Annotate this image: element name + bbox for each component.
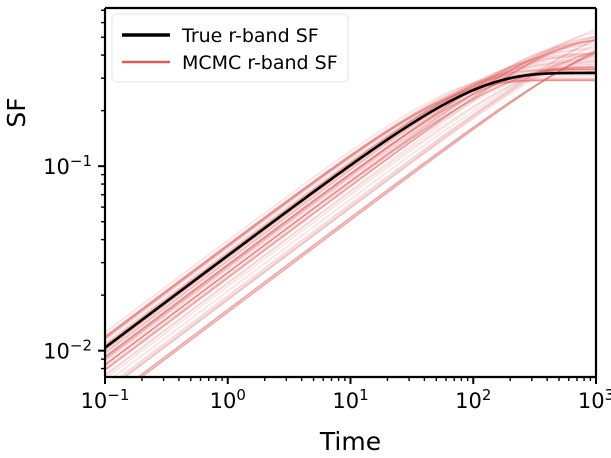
mcmc-sample-curve xyxy=(105,53,596,352)
mcmc-sample-curve xyxy=(105,41,596,363)
y-tick-label: 10−2 xyxy=(43,337,92,364)
mcmc-sample-curve xyxy=(105,73,596,334)
mcmc-sample-curve xyxy=(123,44,596,377)
legend-frame xyxy=(111,13,349,83)
mcmc-sample-curve xyxy=(105,59,596,355)
x-tick-label: 101 xyxy=(332,386,368,413)
mcmc-sample-curve xyxy=(105,48,596,354)
mcmc-sample-curve xyxy=(105,67,596,346)
y-axis-title: SF xyxy=(2,97,31,127)
mcmc-sample-curve xyxy=(105,31,596,369)
mcmc-sample-curve xyxy=(105,77,596,337)
mcmc-sample-curve xyxy=(105,72,596,340)
mcmc-sample-curve xyxy=(120,38,596,377)
mcmc-sample-curve xyxy=(105,61,596,347)
mcmc-sample-curve xyxy=(124,49,596,377)
mcmc-sample-curve xyxy=(105,68,596,338)
y-tick-label: 10−1 xyxy=(43,152,92,179)
x-axis-title: Time xyxy=(319,427,381,456)
mcmc-sample-curve xyxy=(105,65,596,347)
mcmc-sample-curve xyxy=(105,36,596,371)
mcmc-sample-curve xyxy=(105,38,596,372)
x-tick-label: 103 xyxy=(578,386,611,413)
legend-label: True r-band SF xyxy=(181,25,319,47)
mcmc-sample-curve xyxy=(105,36,596,361)
axes-spines xyxy=(103,6,598,379)
mcmc-sample-curve xyxy=(105,36,596,372)
mcmc-sample-curve xyxy=(118,50,596,377)
mcmc-sample-curve xyxy=(105,66,596,366)
mcmc-sample-curve xyxy=(122,38,596,377)
mcmc-sample-curve xyxy=(105,60,596,377)
mcmc-sample-curve xyxy=(105,79,596,339)
x-tick-label: 100 xyxy=(210,386,246,413)
x-tick-label: 10−1 xyxy=(81,386,130,413)
mcmc-sample-curve xyxy=(105,50,596,377)
mcmc-sample-curve xyxy=(105,68,596,341)
true-sf-curve xyxy=(105,71,596,349)
mcmc-sample-curve xyxy=(105,79,596,342)
mcmc-sample-curve xyxy=(105,63,596,370)
mcmc-sample-curve xyxy=(112,52,596,377)
mcmc-sample-curve xyxy=(105,79,596,338)
curves-group xyxy=(105,28,596,377)
x-tick-label: 102 xyxy=(455,386,491,413)
mcmc-sample-curve xyxy=(105,54,596,354)
mcmc-sample-curve xyxy=(105,79,596,339)
mcmc-sample-curve xyxy=(105,28,596,376)
mcmc-sample-curve xyxy=(105,56,596,377)
mcmc-sample-curve xyxy=(105,38,596,371)
mcmc-sample-curve xyxy=(105,39,596,360)
mcmc-sample-curve xyxy=(105,52,596,377)
legend: True r-band SF MCMC r-band SF xyxy=(111,13,349,83)
mcmc-sample-curve xyxy=(105,79,596,338)
legend-label: MCMC r-band SF xyxy=(182,52,338,74)
mcmc-sample-curve xyxy=(105,79,596,340)
mcmc-sample-curve xyxy=(105,43,596,360)
